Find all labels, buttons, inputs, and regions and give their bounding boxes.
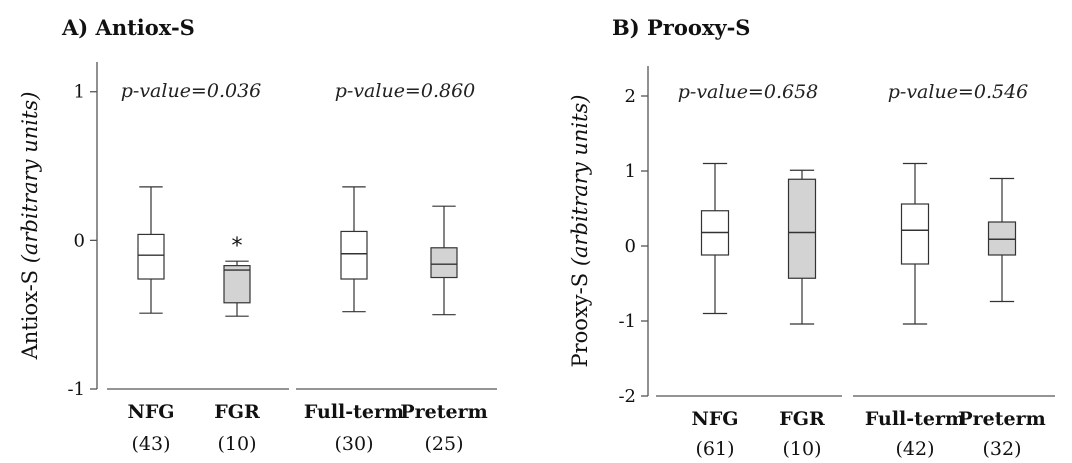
y-tick-label: 1 [625,161,636,182]
y-tick-label: -1 [618,311,636,332]
box-plot-full-term [340,186,368,313]
box-plot-nfg [700,162,730,315]
category-label: FGR [779,408,825,430]
sample-size-label: (61) [695,438,734,460]
p-value-label: p-value=0.860 [335,80,476,102]
category-label: NFG [691,408,738,430]
p-value-label: p-value=0.546 [888,81,1029,103]
panel-title: A) Antiox-S [61,15,195,40]
p-value-label: p-value=0.036 [121,80,262,102]
iqr-box [987,221,1017,256]
box-plot-nfg [137,186,165,314]
sample-size-label: (42) [895,438,934,460]
y-axis-label: Prooxy-S (arbitrary units) [568,95,592,368]
category-label: FGR [214,401,260,423]
iqr-box [900,203,930,265]
category-label: Preterm [400,401,487,423]
sample-size-label: (30) [334,433,373,455]
category-label: Preterm [958,408,1045,430]
y-tick-label: -1 [67,379,85,400]
box-plot-full-term [900,162,930,325]
panel-prooxy-s: B) Prooxy-S Prooxy-S (arbitrary units) 2 1 0… [568,15,1055,460]
iqr-box [340,230,368,280]
y-axis-label-main: Antiox-S [18,263,42,360]
y-tick-label: 1 [74,82,85,103]
iqr-box [430,247,458,279]
y-tick-label: -2 [618,386,636,407]
y-tick-label: 2 [625,86,636,107]
significance-mark: * [232,234,243,259]
category-label: Full-term [304,401,404,423]
y-axis-label-unit: (arbitrary units) [568,95,592,267]
iqr-box [137,233,165,280]
box-plot-fgr: * [223,234,251,317]
y-tick-label: 0 [625,236,636,257]
box-plot-preterm [430,205,458,316]
category-label: Full-term [865,408,965,430]
sample-size-label: (43) [131,433,170,455]
sample-size-label: (10) [217,433,256,455]
box-plot-preterm [987,177,1017,303]
sample-size-label: (10) [782,438,821,460]
box-plot-fgr [787,169,817,325]
iqr-box [223,265,251,304]
sample-size-label: (32) [982,438,1021,460]
iqr-box [787,178,817,279]
y-tick-label: 0 [74,230,85,251]
y-axis-label: Antiox-S (arbitrary units) [18,92,42,361]
panel-title: B) Prooxy-S [612,15,750,40]
sample-size-label: (25) [424,433,463,455]
panel-antiox-s: A) Antiox-S Antiox-S (arbitrary units) 1 0 -… [18,15,497,455]
category-label: NFG [127,401,174,423]
y-axis-label-unit: (arbitrary units) [18,92,42,264]
p-value-label: p-value=0.658 [678,81,819,103]
y-axis-label-main: Prooxy-S [568,266,592,367]
